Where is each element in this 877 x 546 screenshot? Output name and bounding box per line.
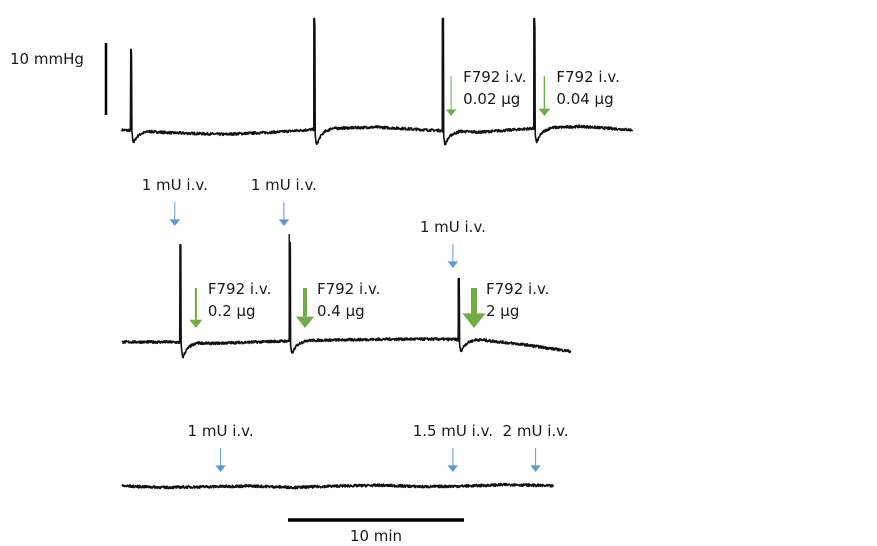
time-scale-label: 10 min bbox=[350, 527, 402, 545]
arrow-head bbox=[295, 316, 315, 328]
injection-label: 1 mU i.v. bbox=[251, 176, 317, 194]
injection-green-row2-4: F792 i.v. 0.4 μg bbox=[295, 280, 380, 328]
injection-label-line: 0.04 μg bbox=[556, 90, 613, 108]
injection-label: 1.5 mU i.v. bbox=[413, 422, 493, 440]
injection-green-row1-1: F792 i.v. 0.04 μg bbox=[538, 68, 620, 116]
trace-row3 bbox=[121, 482, 554, 490]
arrow-head bbox=[189, 319, 203, 328]
injection-label-line: 0.2 μg bbox=[208, 302, 256, 320]
trace-row1 bbox=[121, 17, 634, 146]
injection-label: 1 mU i.v. bbox=[188, 422, 254, 440]
trace-line bbox=[121, 482, 554, 490]
injection-label-line: 2 μg bbox=[486, 302, 519, 320]
arrow-head bbox=[278, 219, 290, 226]
injection-blue-row2-2: 1 mU i.v. bbox=[420, 218, 486, 268]
injection-label: 1 mU i.v. bbox=[142, 176, 208, 194]
injection-markers: F792 i.v. 0.02 μg F792 i.v. 0.04 μg 1 mU i.v… bbox=[142, 68, 620, 472]
injection-label: F792 i.v. 0.4 μg bbox=[317, 280, 380, 320]
arrow-head bbox=[215, 465, 226, 472]
injection-label-line: 1 mU i.v. bbox=[142, 176, 208, 194]
injection-label-line: F792 i.v. bbox=[317, 280, 380, 298]
injection-label: F792 i.v. 0.02 μg bbox=[463, 68, 526, 108]
trace-line bbox=[121, 241, 572, 359]
injection-green-row2-3: F792 i.v. 0.2 μg bbox=[189, 280, 271, 328]
scale-bars: 10 mmHg 10 min bbox=[10, 43, 464, 545]
trace-line bbox=[121, 17, 634, 146]
injection-blue-row2-0: 1 mU i.v. bbox=[142, 176, 208, 226]
injection-label: 2 mU i.v. bbox=[503, 422, 569, 440]
injection-label-line: F792 i.v. bbox=[556, 68, 619, 86]
injection-green-row1-0: F792 i.v. 0.02 μg bbox=[445, 68, 527, 116]
injection-label-line: 1 mU i.v. bbox=[251, 176, 317, 194]
injection-label: F792 i.v. 0.04 μg bbox=[556, 68, 619, 108]
arrow-head bbox=[462, 313, 486, 328]
arrow-head bbox=[538, 108, 551, 116]
injection-blue-row3-1: 1.5 mU i.v. bbox=[413, 422, 493, 472]
injection-label-line: 0.02 μg bbox=[463, 90, 520, 108]
injection-label: F792 i.v. 0.2 μg bbox=[208, 280, 271, 320]
arrow-head bbox=[445, 109, 457, 116]
injection-blue-row2-1: 1 mU i.v. bbox=[251, 176, 317, 226]
pressure-scale-label: 10 mmHg bbox=[10, 50, 84, 68]
injection-blue-row3-0: 1 mU i.v. bbox=[188, 422, 254, 472]
injection-label-line: 1.5 mU i.v. bbox=[413, 422, 493, 440]
injection-label: F792 i.v. 2 μg bbox=[486, 280, 549, 320]
traces bbox=[121, 17, 634, 490]
injection-label-line: 2 mU i.v. bbox=[503, 422, 569, 440]
injection-label-line: F792 i.v. bbox=[208, 280, 271, 298]
injection-label-line: 1 mU i.v. bbox=[420, 218, 486, 236]
injection-label-line: F792 i.v. bbox=[463, 68, 526, 86]
injection-label: 1 mU i.v. bbox=[420, 218, 486, 236]
arrow-head bbox=[530, 465, 541, 472]
injection-green-row2-5: F792 i.v. 2 μg bbox=[462, 280, 549, 328]
injection-label-line: 1 mU i.v. bbox=[188, 422, 254, 440]
injection-blue-row3-2: 2 mU i.v. bbox=[503, 422, 569, 472]
injection-label-line: F792 i.v. bbox=[486, 280, 549, 298]
arrow-head bbox=[447, 261, 459, 268]
injection-label-line: 0.4 μg bbox=[317, 302, 365, 320]
trace-row2 bbox=[121, 234, 572, 359]
arrow-head bbox=[169, 219, 181, 226]
arrow-head bbox=[447, 465, 459, 472]
